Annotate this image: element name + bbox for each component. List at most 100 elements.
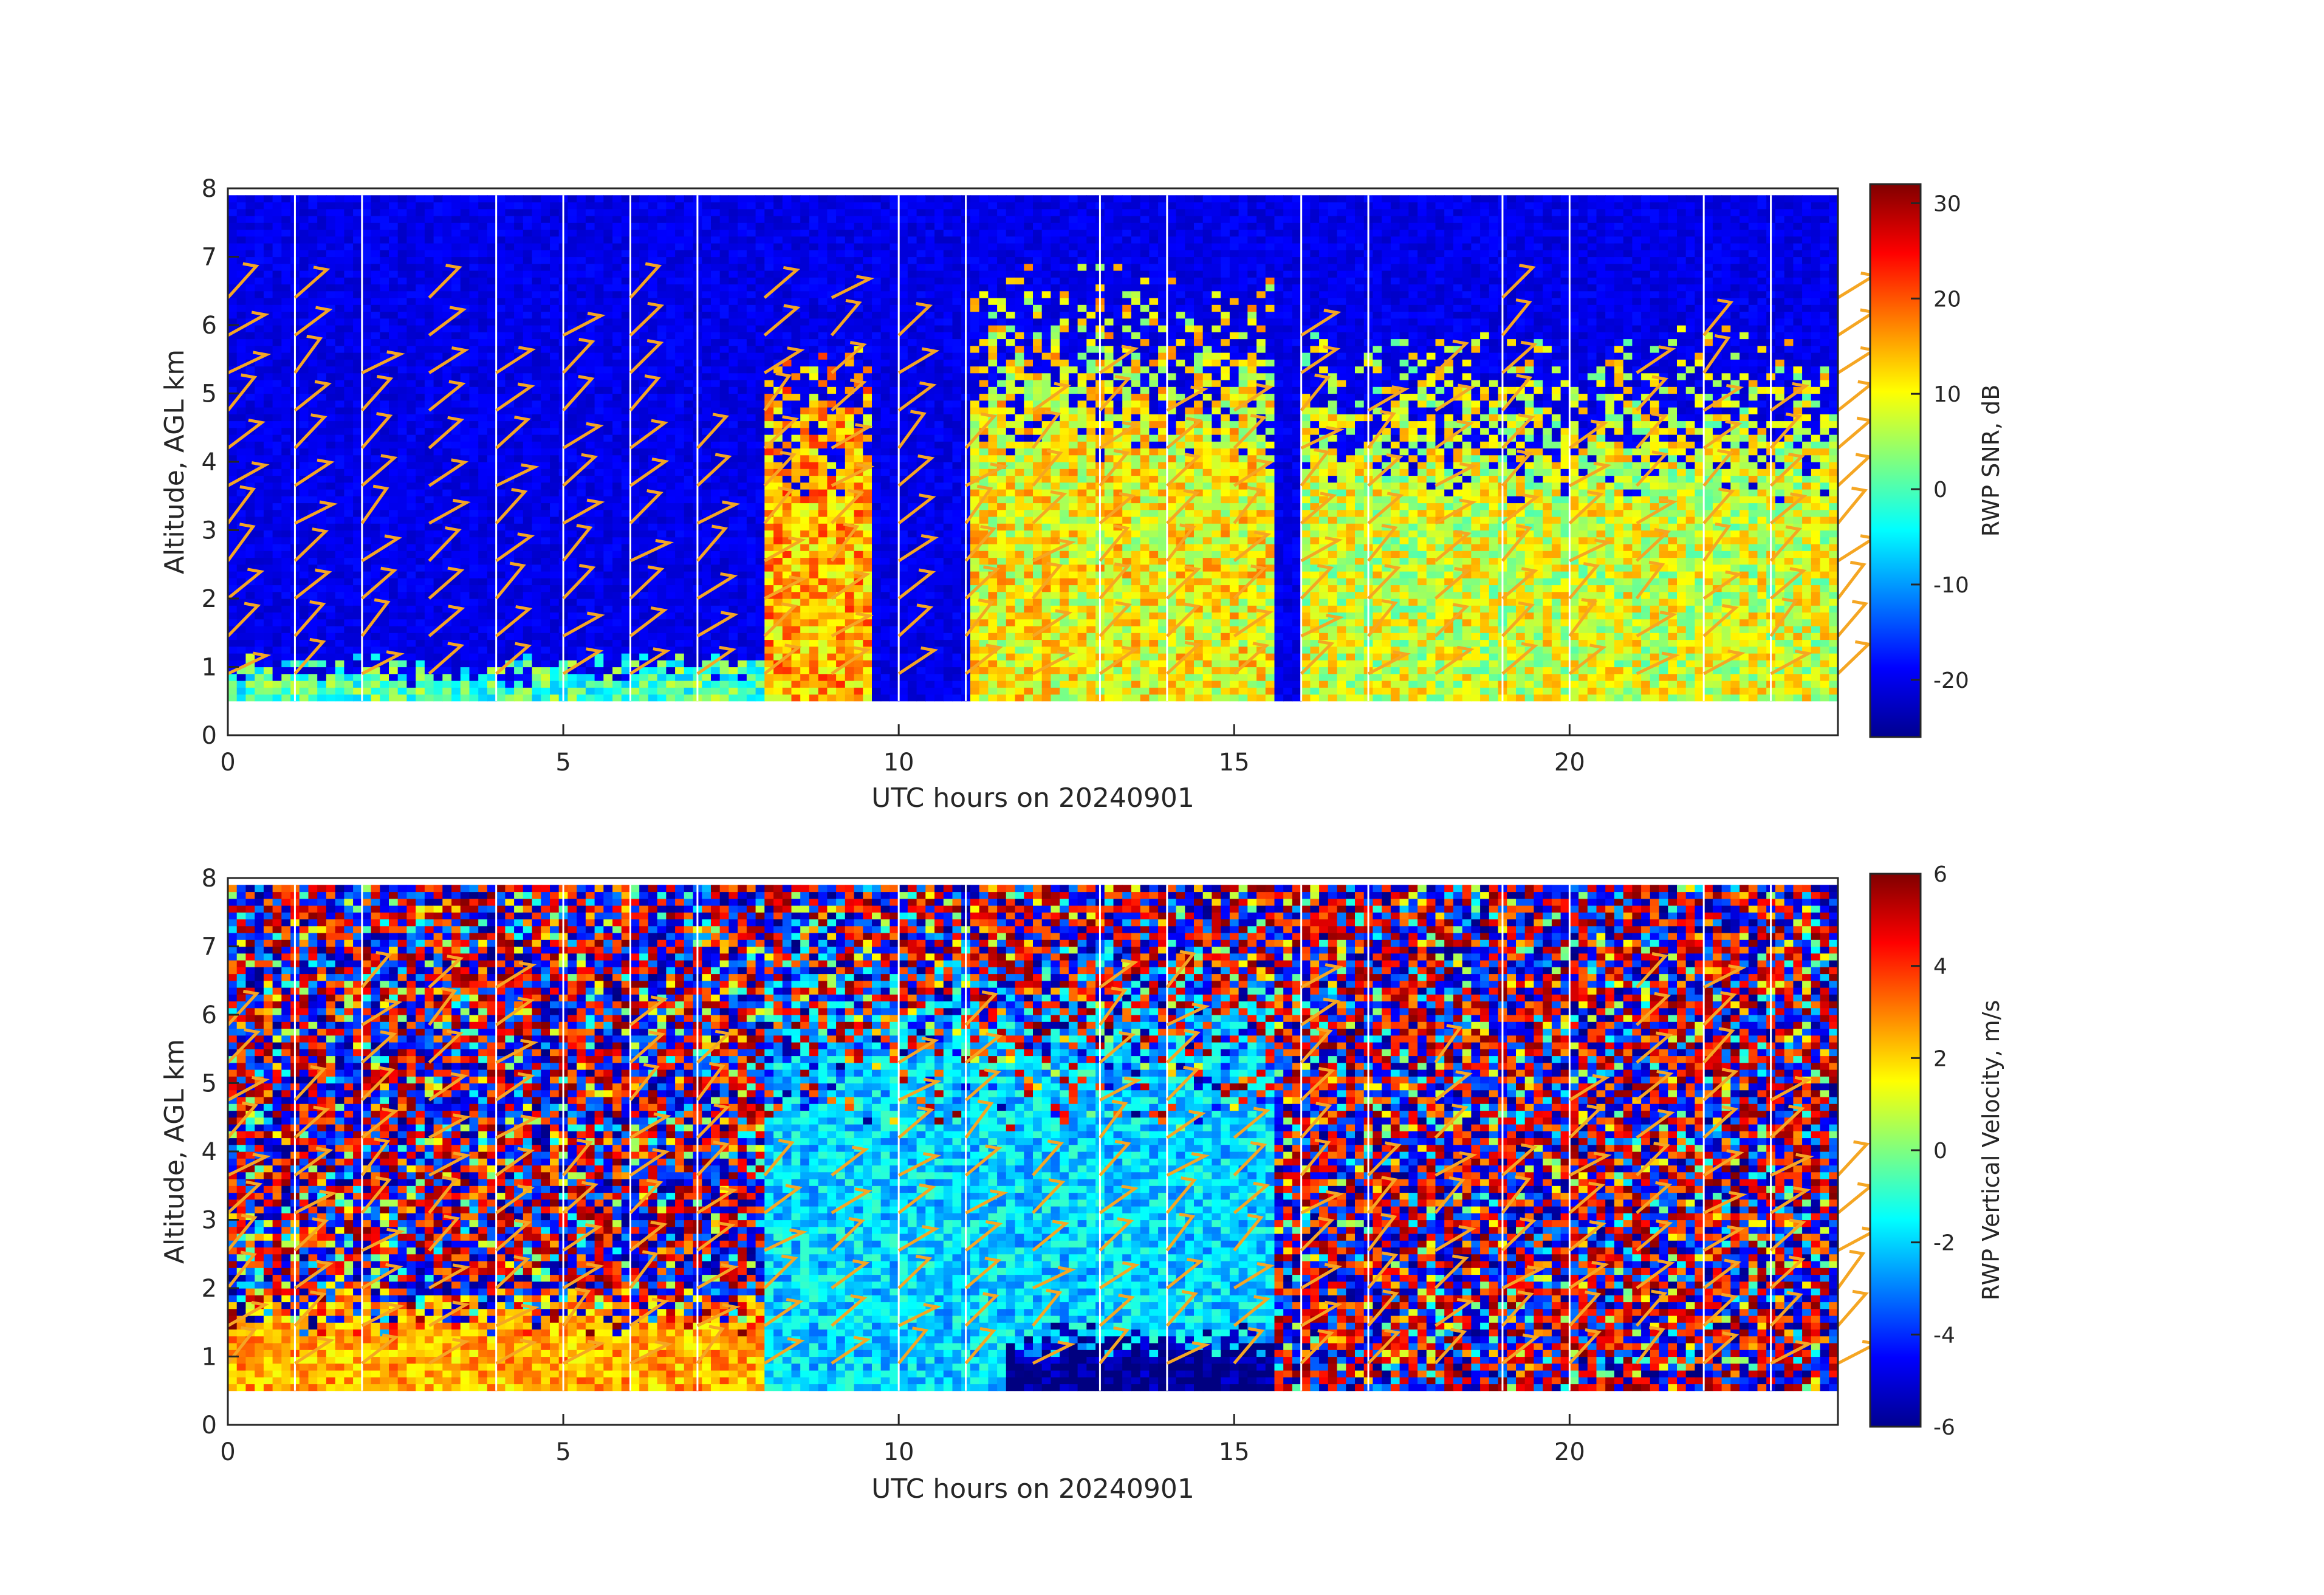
heat-cell [406, 298, 416, 305]
heat-cell [309, 216, 318, 223]
heat-cell [470, 230, 479, 237]
heat-cell [550, 270, 559, 278]
heat-cell [461, 626, 470, 633]
heat-cell [264, 448, 273, 456]
heat-cell [398, 243, 407, 250]
heat-cell [398, 496, 407, 503]
heat-cell [264, 434, 273, 442]
heat-cell [335, 653, 344, 660]
heat-cell [371, 626, 380, 633]
heat-cell [478, 605, 487, 612]
heat-cell [586, 236, 595, 244]
heat-cell [281, 468, 290, 476]
heat-cell [245, 633, 255, 640]
heat-cell [335, 243, 344, 250]
heat-cell [478, 414, 487, 421]
heat-cell [309, 503, 318, 510]
heat-cell [612, 599, 622, 606]
heat-cell [631, 468, 640, 476]
heat-cell [550, 496, 559, 503]
heat-cell [595, 257, 604, 264]
heat-cell [353, 523, 362, 530]
heat-cell [264, 222, 273, 230]
heat-cell [425, 277, 434, 284]
heat-cell [434, 230, 443, 237]
heat-cell [335, 216, 344, 223]
heat-cell [228, 277, 237, 284]
heat-cell [478, 421, 487, 428]
heat-cell [442, 346, 451, 353]
heat-cell [541, 681, 550, 688]
heat-cell [541, 592, 550, 599]
heat-cell [612, 394, 622, 401]
heat-cell [425, 394, 434, 401]
heat-cell [577, 585, 586, 592]
heat-cell [255, 332, 264, 339]
heat-cell [264, 619, 273, 626]
heat-cell [648, 448, 657, 456]
heat-cell [273, 564, 282, 572]
heat-cell [237, 236, 246, 244]
heat-cell [541, 599, 550, 606]
heat-cell [577, 312, 586, 319]
heat-cell [622, 551, 631, 558]
heat-cell [425, 585, 434, 592]
heat-cell [309, 674, 318, 681]
heat-cell [425, 352, 434, 360]
heat-cell [631, 414, 640, 421]
heat-cell [523, 407, 532, 414]
heat-cell [622, 468, 631, 476]
heat-cell [245, 202, 255, 210]
heat-cell [326, 523, 335, 530]
heat-cell [461, 325, 470, 332]
heat-cell [550, 325, 559, 332]
heat-cell [281, 476, 290, 483]
heat-cell [434, 373, 443, 380]
heat-cell [461, 386, 470, 394]
heat-cell [442, 687, 451, 695]
heat-cell [487, 243, 496, 250]
heat-cell [567, 373, 577, 380]
heat-cell [245, 674, 255, 681]
heat-cell [245, 640, 255, 647]
heat-cell [487, 394, 496, 401]
heat-cell [362, 428, 371, 435]
heat-cell [567, 414, 577, 421]
heat-cell [353, 599, 362, 606]
heat-cell [309, 195, 318, 202]
heat-cell [470, 503, 479, 510]
heat-cell [362, 386, 371, 394]
heat-cell [264, 510, 273, 517]
heat-cell [309, 373, 318, 380]
heat-cell [514, 578, 523, 585]
heat-cell [514, 257, 523, 264]
heat-cell [648, 441, 657, 448]
heat-cell [470, 462, 479, 469]
heat-cell [335, 530, 344, 538]
heat-cell [273, 592, 282, 599]
heat-cell [326, 332, 335, 339]
heat-cell [228, 468, 237, 476]
heat-cell [335, 264, 344, 271]
heat-cell [657, 578, 667, 585]
heat-cell [631, 578, 640, 585]
heat-cell [612, 462, 622, 469]
heat-cell [639, 428, 648, 435]
heat-cell [335, 407, 344, 414]
heat-cell [344, 257, 353, 264]
heat-cell [353, 373, 362, 380]
heat-cell [380, 332, 389, 339]
heat-cell [442, 366, 451, 374]
heat-cell [603, 414, 612, 421]
heat-cell [335, 366, 344, 374]
heat-cell [487, 448, 496, 456]
heat-cell [245, 195, 255, 202]
heat-cell [425, 257, 434, 264]
heat-cell [612, 578, 622, 585]
heat-cell [567, 523, 577, 530]
heat-cell [425, 687, 434, 695]
heat-cell [603, 660, 612, 667]
heat-cell [344, 599, 353, 606]
heat-cell [362, 222, 371, 230]
heat-cell [398, 605, 407, 612]
